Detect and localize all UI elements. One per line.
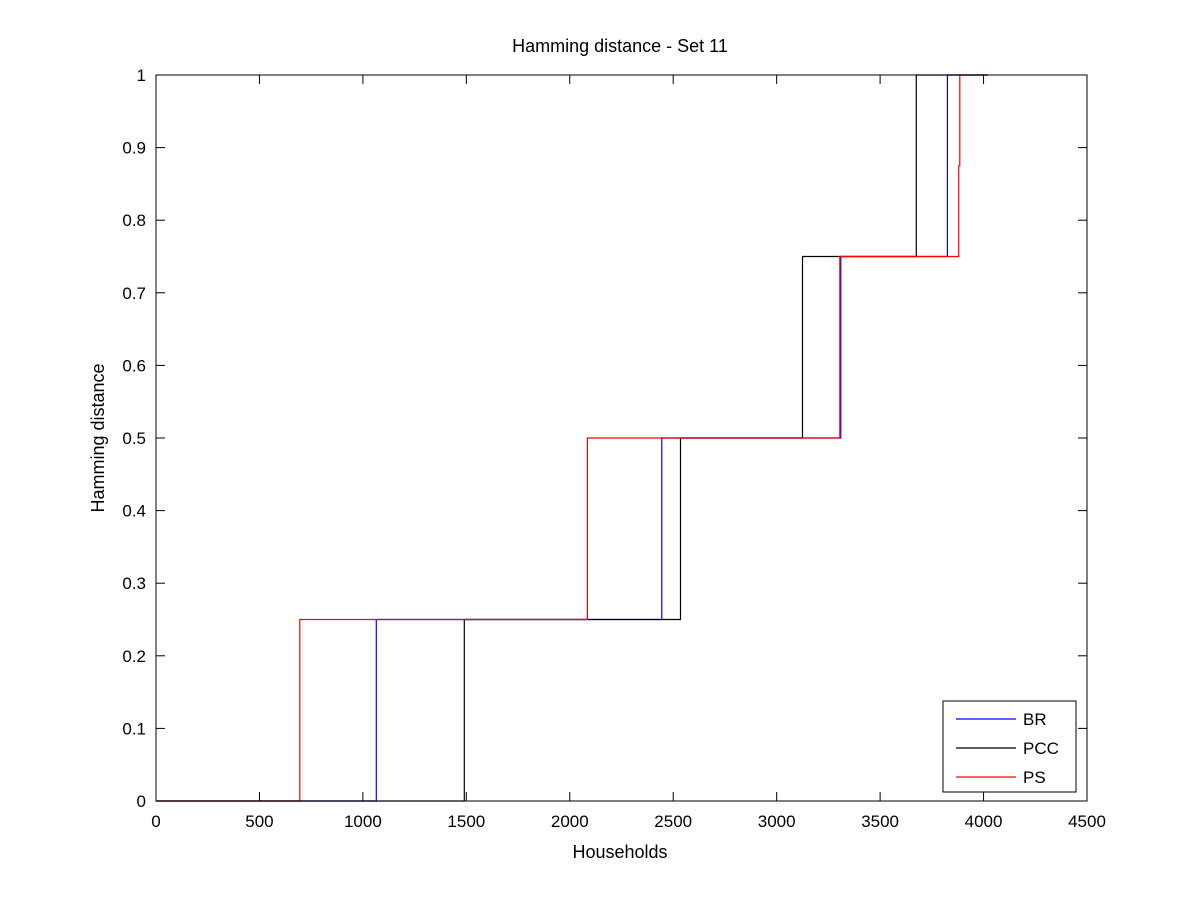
axis-ticks: 0 500 1000 1500 2000 2500 3000 3500 4000 4500 0 0.1… — [122, 66, 1106, 831]
x-tick-label: 2000 — [551, 812, 589, 831]
x-tick-label: 2500 — [654, 812, 692, 831]
x-tick-label: 0 — [151, 812, 160, 831]
y-tick-label: 0.2 — [122, 647, 146, 666]
y-tick-label: 0.6 — [122, 356, 146, 375]
x-tick-label: 500 — [245, 812, 273, 831]
y-tick-label: 0.8 — [122, 211, 146, 230]
x-tick-label: 1000 — [344, 812, 382, 831]
y-tick-label: 0.1 — [122, 719, 146, 738]
y-tick-label: 0.9 — [122, 139, 146, 158]
legend-label-br: BR — [1023, 710, 1047, 729]
x-axis-title: Households — [572, 842, 667, 862]
x-tick-label: 4500 — [1068, 812, 1106, 831]
y-tick-label: 0.4 — [122, 502, 146, 521]
chart-title: Hamming distance - Set 11 — [512, 36, 728, 56]
y-tick-label: 0 — [137, 792, 146, 811]
y-tick-label: 1 — [137, 66, 146, 85]
series-layer — [156, 74, 988, 802]
legend: BR PCC PS — [942, 700, 1077, 793]
series-line-ps — [156, 74, 988, 802]
y-tick-label: 0.5 — [122, 429, 146, 448]
x-tick-label: 3500 — [861, 812, 899, 831]
y-tick-label: 0.3 — [122, 574, 146, 593]
x-tick-label: 3000 — [758, 812, 796, 831]
series-line-br — [156, 74, 988, 802]
x-tick-label: 4000 — [965, 812, 1003, 831]
legend-label-ps: PS — [1023, 768, 1046, 787]
y-axis-title: Hamming distance — [88, 363, 108, 512]
legend-label-pcc: PCC — [1023, 739, 1059, 758]
x-tick-label: 1500 — [447, 812, 485, 831]
y-tick-label: 0.7 — [122, 284, 146, 303]
